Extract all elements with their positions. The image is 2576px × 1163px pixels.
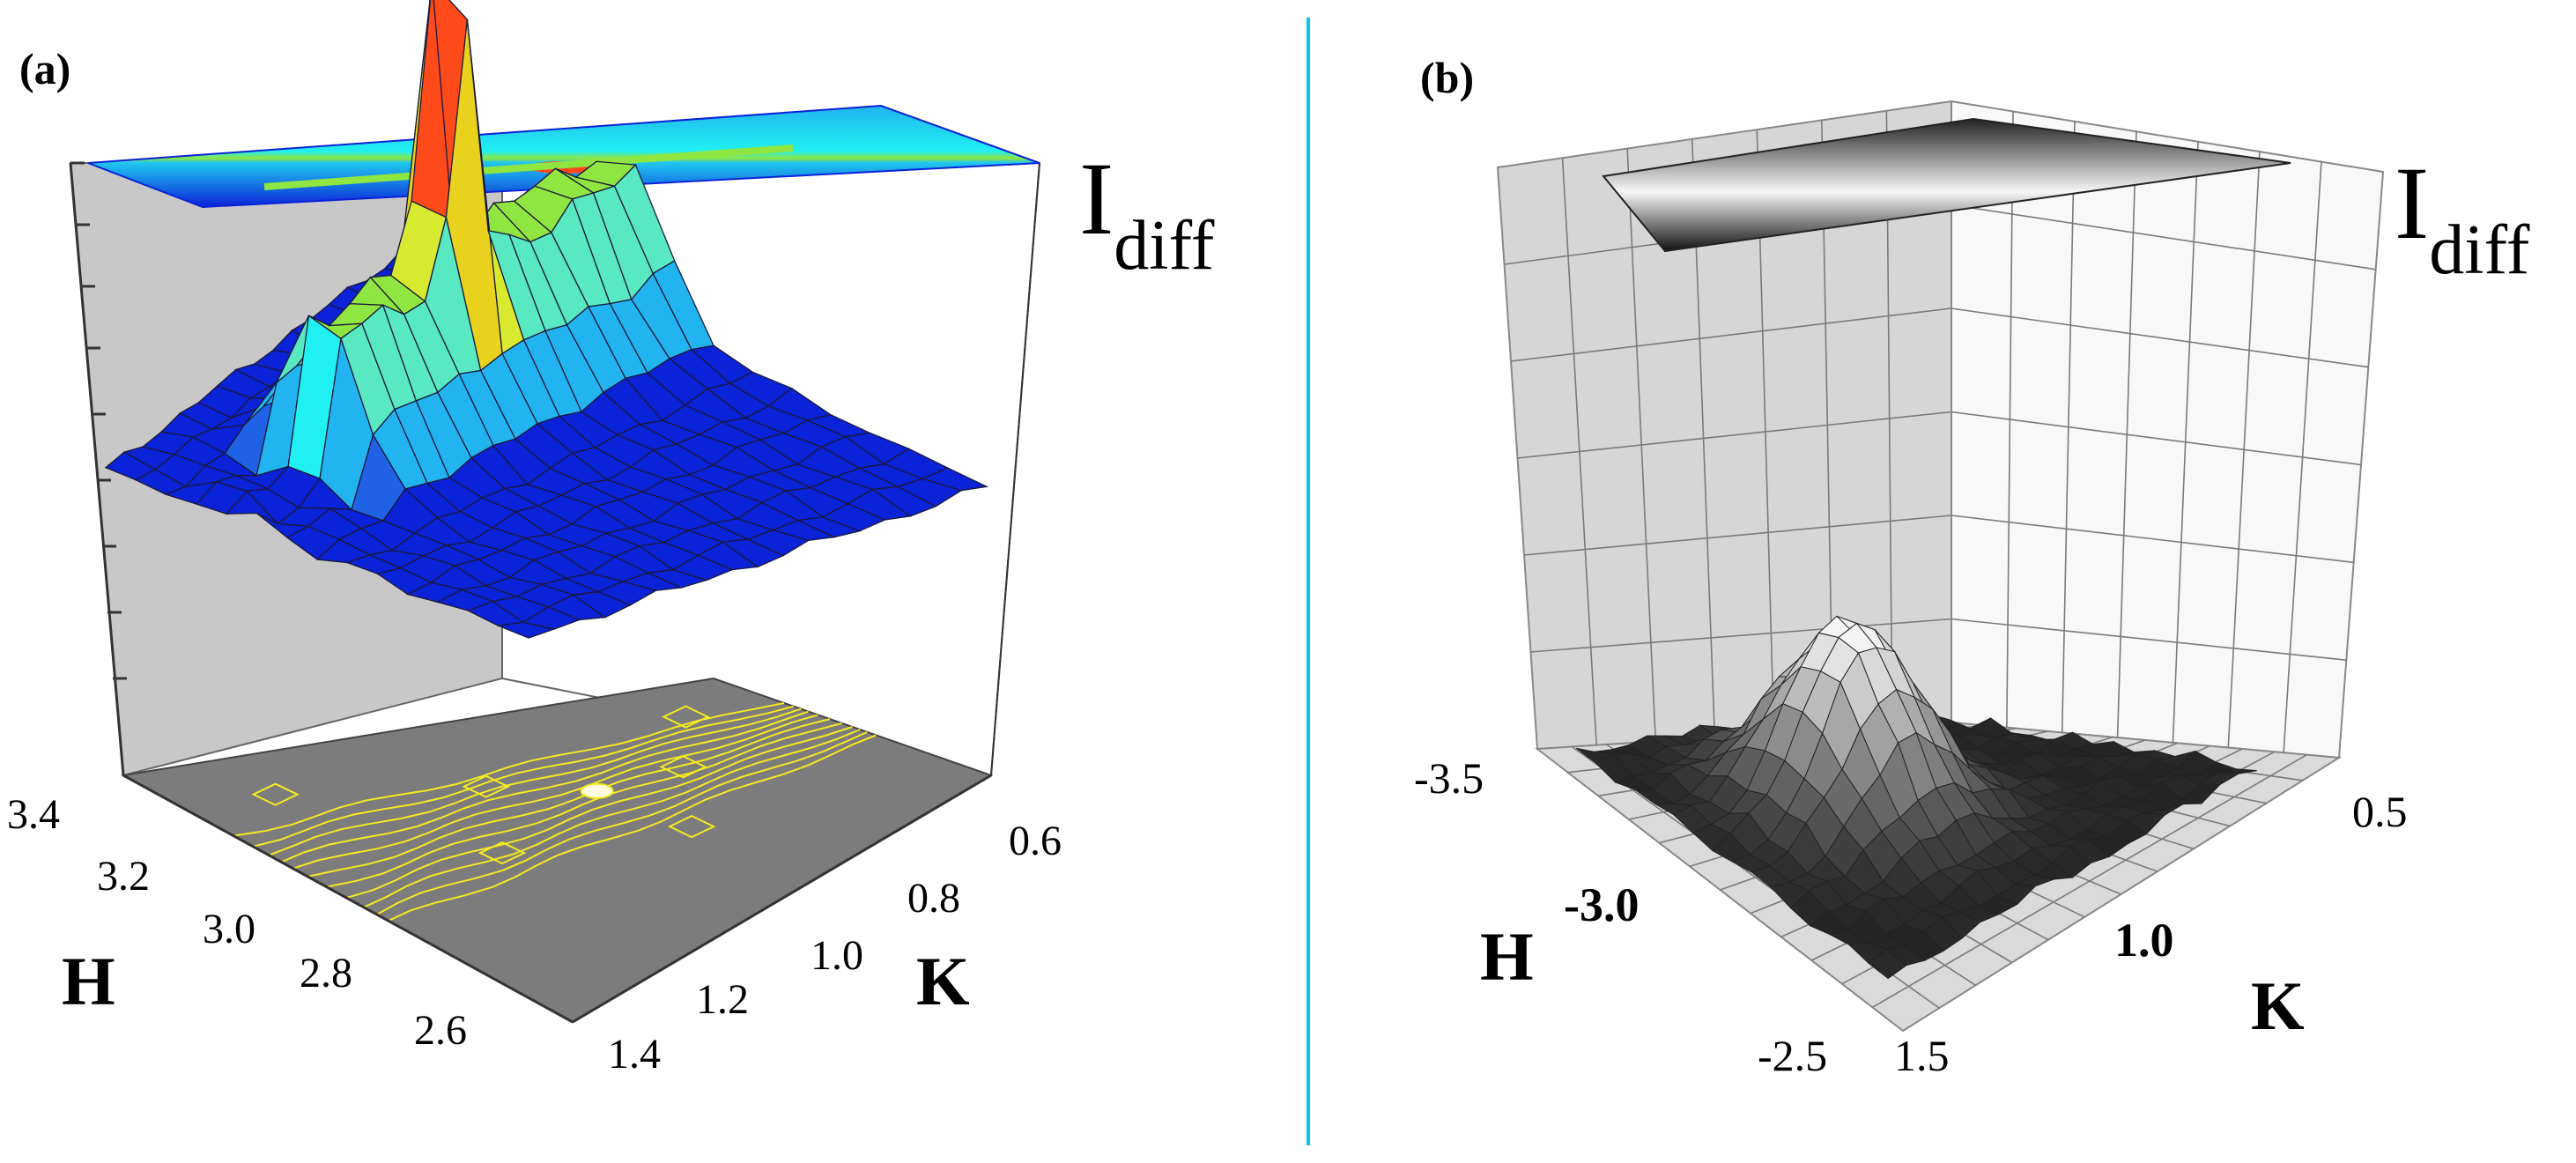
h-tick-0: 3.4 <box>7 791 60 838</box>
panel-a-k-tick-labels: 0.6 0.8 1.0 1.2 1.4 <box>608 818 1062 1078</box>
panel-b-h-axis-label: H <box>1480 918 1534 995</box>
contour-blob <box>251 782 300 806</box>
surface-cell <box>2217 768 2257 774</box>
panel-a-h-axis-label: H <box>62 943 115 1019</box>
panel-b-z-label-main: I <box>2395 145 2429 261</box>
panel-a-label: (a) <box>19 44 70 93</box>
panel-b-k-tick-1: 1.0 <box>2114 914 2174 967</box>
panel-a-h-tick-labels: 3.4 3.2 3.0 2.8 2.6 <box>7 791 467 1054</box>
panel-b-top-plane <box>1602 117 2291 253</box>
contour-blob <box>667 815 716 839</box>
panel-b-h-tick-1: -3.0 <box>1564 878 1639 931</box>
panel-b-k-tick-2: 1.5 <box>1894 1031 1950 1080</box>
panel-a-z-label-sub: diff <box>1114 207 1214 285</box>
panel-b-k-axis-label: K <box>2251 967 2305 1044</box>
panel-b-z-axis-label: Idiff <box>2395 145 2530 289</box>
contour-blob <box>477 841 527 865</box>
k-tick-2: 1.0 <box>811 932 863 979</box>
panel-a-top-ridge <box>263 144 794 190</box>
panel-a: 3.4 3.2 3.0 2.8 2.6 0.6 0.8 1.0 1.2 1.4 … <box>7 0 1215 1078</box>
panel-b-h-tick-0: -3.5 <box>1414 753 1484 803</box>
surface-cell <box>921 467 989 492</box>
panel-a-h-axis <box>122 774 574 1024</box>
h-tick-4: 2.6 <box>414 1007 467 1054</box>
contour-line <box>292 714 818 870</box>
panel-b: -3.5 -3.0 -2.5 0.5 1.0 1.5 (b) H K Idiff <box>1414 53 2530 1080</box>
grid-line <box>1517 411 1952 459</box>
contour-line <box>363 729 861 908</box>
h-tick-3: 2.8 <box>300 950 352 996</box>
contour-line <box>280 710 809 863</box>
contour-line <box>233 702 785 837</box>
panel-a-surface <box>104 0 989 639</box>
contour-blob <box>662 705 710 729</box>
panel-b-surface <box>1576 615 2257 980</box>
k-tick-3: 1.2 <box>696 976 749 1023</box>
panel-b-h-tick-2: -2.5 <box>1758 1031 1827 1080</box>
grid-line <box>1951 204 2376 270</box>
panel-a-k-axis-label: K <box>916 943 970 1019</box>
panel-a-right-edge <box>990 162 1040 776</box>
grid-line <box>1951 411 2362 466</box>
contour-line <box>326 722 842 888</box>
panel-b-label: (b) <box>1420 53 1474 102</box>
panel-a-z-axis <box>69 162 125 776</box>
h-tick-2: 3.0 <box>203 906 255 952</box>
panel-a-z-label-main: I <box>1079 141 1114 256</box>
contour-line <box>346 726 853 899</box>
contour-blob <box>462 774 510 798</box>
panel-a-k-axis <box>572 774 992 1024</box>
grid-line <box>1530 618 1952 653</box>
grid-line <box>1523 515 1952 556</box>
contour-blob <box>659 755 707 779</box>
contour-line <box>376 730 868 915</box>
h-tick-1: 3.2 <box>97 853 150 900</box>
grid-line <box>1510 307 1952 362</box>
grid-line <box>1951 618 2347 661</box>
grid-line <box>1951 307 2369 368</box>
contour-line <box>388 734 877 922</box>
panel-b-z-label-sub: diff <box>2429 211 2529 289</box>
panel-a-z-axis-label: Idiff <box>1079 141 1215 285</box>
k-tick-1: 0.8 <box>907 875 960 922</box>
k-tick-0: 0.6 <box>1009 818 1062 864</box>
panel-a-floor-contours <box>233 702 877 922</box>
panel-a-z-ticks <box>70 161 127 680</box>
grid-line <box>1872 753 2307 1009</box>
contour-line <box>252 705 795 848</box>
k-tick-4: 1.4 <box>608 1031 661 1078</box>
grid-line <box>1951 515 2354 564</box>
panel-b-k-tick-0: 0.5 <box>2352 787 2408 836</box>
contour-line <box>307 718 831 878</box>
contour-line <box>268 707 802 856</box>
contour-peak <box>580 782 614 799</box>
